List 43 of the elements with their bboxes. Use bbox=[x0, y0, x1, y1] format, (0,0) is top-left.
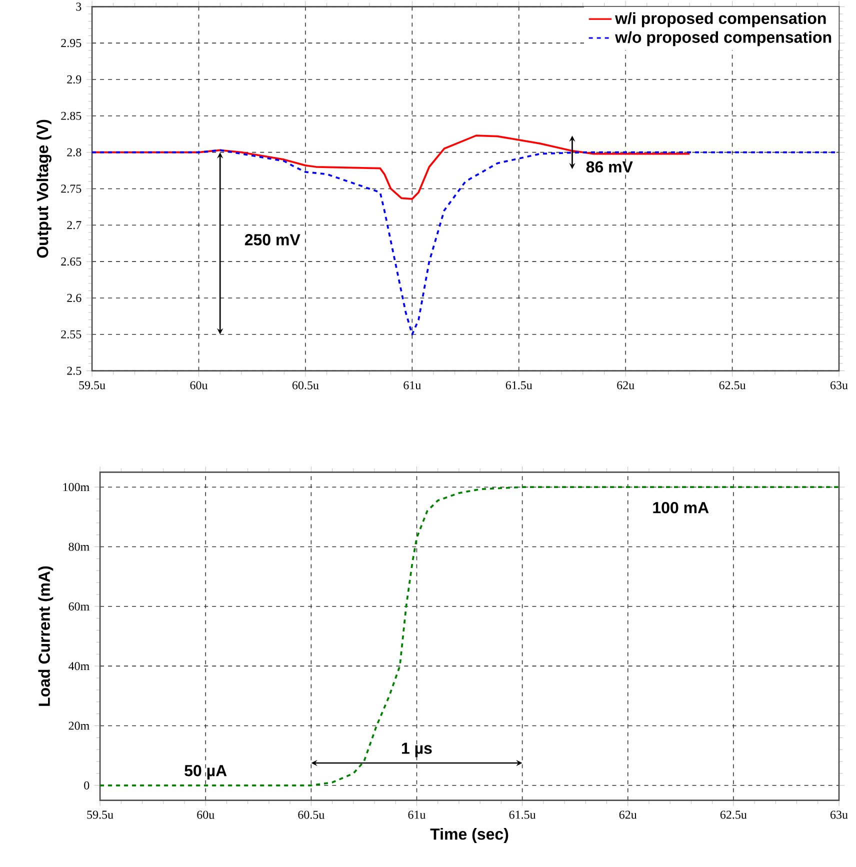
y-axis-title: Output Voltage (V) bbox=[36, 120, 52, 258]
x-tick-label: 60.5u bbox=[298, 810, 324, 819]
y-tick-label: 2.6 bbox=[66, 294, 82, 302]
y-tick-label: 40m bbox=[68, 662, 90, 670]
annotation: 250 mV bbox=[244, 234, 300, 246]
legend-label: w/i proposed compensation bbox=[614, 12, 826, 28]
y-tick-label: 2.85 bbox=[60, 112, 82, 120]
x-tick-label: 62.5u bbox=[720, 810, 747, 819]
y-tick-label: 2.9 bbox=[66, 75, 81, 84]
y-tick-label: 100m bbox=[63, 483, 90, 492]
x-tick-label: 63u bbox=[830, 381, 848, 390]
y-tick-label: 60m bbox=[68, 602, 90, 610]
y-tick-label: 2.95 bbox=[60, 39, 82, 48]
x-tick-label: 61u bbox=[408, 810, 426, 819]
x-tick-label: 61.5u bbox=[509, 810, 536, 819]
x-tick-label: 60u bbox=[190, 381, 208, 390]
x-tick-label: 62u bbox=[616, 381, 634, 390]
x-tick-label: 61u bbox=[404, 381, 421, 390]
y-tick-label: 3 bbox=[76, 2, 82, 11]
x-tick-label: 61.5u bbox=[506, 381, 532, 390]
y-tick-label: 80m bbox=[68, 542, 90, 551]
x-tick-label: 59.5u bbox=[87, 810, 114, 819]
annotation: 100 mA bbox=[653, 502, 709, 514]
y-tick-label: 0 bbox=[84, 781, 90, 790]
y-tick-label: 2.5 bbox=[66, 366, 82, 375]
annotation: 50 µA bbox=[184, 764, 227, 780]
y-tick-label: 2.65 bbox=[60, 258, 82, 266]
x-tick-label: 59.5u bbox=[79, 381, 106, 390]
x-axis-title: Time (sec) bbox=[430, 828, 508, 843]
annotation: 1 µs bbox=[402, 742, 432, 758]
annotation: 86 mV bbox=[586, 161, 633, 173]
y-tick-label: 20m bbox=[68, 722, 90, 730]
x-tick-label: 62u bbox=[619, 810, 637, 819]
x-tick-label: 60.5u bbox=[292, 381, 319, 390]
y-tick-label: 2.55 bbox=[60, 330, 82, 338]
x-tick-label: 63u bbox=[830, 810, 848, 819]
x-tick-label: 60u bbox=[196, 810, 214, 819]
y-tick-label: 2.7 bbox=[66, 221, 82, 230]
y-tick-label: 2.75 bbox=[60, 184, 82, 193]
y-axis-title: Load Current (mA) bbox=[38, 566, 53, 706]
x-tick-label: 62.5u bbox=[719, 381, 746, 390]
legend-label: w/o proposed compensation bbox=[614, 31, 831, 46]
y-tick-label: 2.8 bbox=[66, 148, 82, 156]
